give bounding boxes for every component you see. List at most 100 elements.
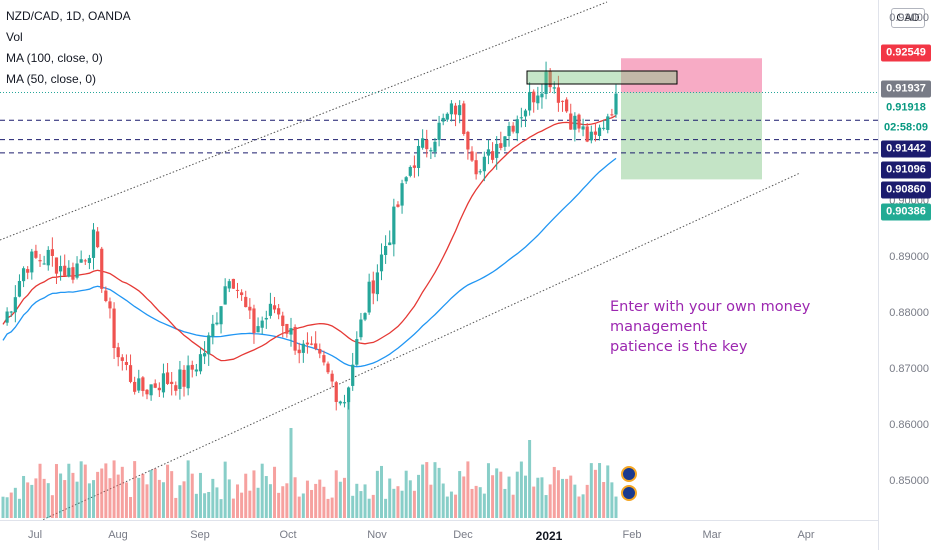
volume-bar [540,477,544,518]
volume-bar [17,498,21,518]
candle-body [104,290,108,301]
price-axis[interactable]: CAD 0.93000 0.90000 0.89000 0.88000 0.87000 0… [878,0,932,550]
candle-body [470,151,474,161]
price-tag[interactable]: 0.91937 [881,80,931,98]
volume-bar [268,484,272,518]
candle-body [264,317,268,320]
candle-body [21,268,26,282]
volume-bar [458,471,462,518]
candle-body [301,343,305,353]
candle-body [289,328,293,335]
candle-body [112,308,116,349]
chart-area[interactable]: NZD/CAD, 1D, OANDA Vol MA (100, close, 0… [0,0,878,520]
volume-bar [351,495,355,518]
candle-body [322,355,326,363]
volume-bar [38,463,42,518]
price-tag[interactable]: 0.91442 [881,140,931,158]
candle-body [429,150,433,152]
volume-bar [277,492,281,518]
volume-bar [104,463,108,518]
price-tag[interactable]: 0.91096 [881,161,931,179]
currency-badge[interactable]: CAD [891,8,925,28]
candle-body [58,266,63,272]
text-annotation[interactable]: Enter with your own money management pat… [610,297,878,357]
candle-body [379,254,384,272]
candle-body [157,387,161,391]
candle-body [441,117,445,122]
volume-bar [598,463,602,518]
legend-symbol[interactable]: NZD/CAD, 1D, OANDA [6,9,131,23]
volume-bar [186,460,190,518]
candle-body [260,320,264,328]
volume-bar [606,465,610,518]
candle-body [108,301,112,309]
candle-body [499,143,503,148]
candle-body [449,103,454,115]
candle-body [305,342,310,345]
price-chart[interactable] [0,0,878,520]
chart-legend: NZD/CAD, 1D, OANDA Vol MA (100, close, 0… [6,6,131,90]
volume-bar [355,483,359,518]
candle-body [38,260,42,262]
price-tag[interactable]: 0.91918 [881,99,931,117]
candle-body [532,91,536,103]
candle-body [194,369,198,372]
volume-bar [92,480,96,518]
candle-body [268,303,273,316]
legend-volume[interactable]: Vol [6,30,23,44]
volume-bar [133,461,137,518]
candle-body [606,116,610,130]
legend-ma100[interactable]: MA (100, close, 0) [6,51,103,65]
volume-bar [519,461,523,518]
time-tick: Sep [190,529,210,541]
price-tag[interactable]: 0.92549 [881,44,931,62]
price-tag[interactable]: 02:58:09 [881,119,931,137]
candle-body [552,87,556,89]
volume-bar [577,496,581,518]
candle-body [589,131,593,141]
volume-bar [379,465,383,518]
candle-body [565,99,569,112]
candle-body [207,335,211,355]
price-tag[interactable]: 0.90860 [881,181,931,199]
volume-bar [474,485,478,518]
volume-bar [388,478,392,518]
candle-body [211,323,215,337]
volume-bar [211,478,215,518]
candle-body [285,323,289,334]
volume-bar [83,464,87,518]
legend-ma50[interactable]: MA (50, close, 0) [6,72,97,86]
candle-body [577,114,581,129]
volume-bar [305,480,309,518]
volume-bar [71,472,75,518]
volume-bar [334,470,338,518]
time-tick: Jul [27,529,43,541]
candle-body [26,269,30,273]
candle-body [445,113,449,120]
volume-bar [174,497,178,518]
candle-body [42,263,46,265]
candle-body [404,177,408,182]
volume-bar [573,484,577,518]
price-tag[interactable]: 0.90386 [881,203,931,221]
candle-body [79,259,83,263]
candle-body [363,313,367,320]
nz-flag-event-icon[interactable] [621,466,637,482]
candle-body [202,353,207,357]
volume-bar [318,479,322,518]
candle-body [412,165,417,168]
ca-flag-event-icon[interactable] [621,485,637,501]
volume-bar [454,494,458,518]
candle-body [83,260,87,262]
volume-bar [240,492,244,518]
candle-body [141,377,145,391]
volume-bar [116,474,120,518]
volume-bar [528,440,532,518]
candle-body [581,126,585,130]
candle-body [100,248,104,289]
volume-bar [326,498,330,518]
candle-body [462,103,466,134]
time-axis[interactable]: Jul Aug Sep Oct Nov Dec 2021 Feb Mar Apr [0,520,878,551]
volume-bar [42,478,46,518]
volume-bar [289,428,293,518]
